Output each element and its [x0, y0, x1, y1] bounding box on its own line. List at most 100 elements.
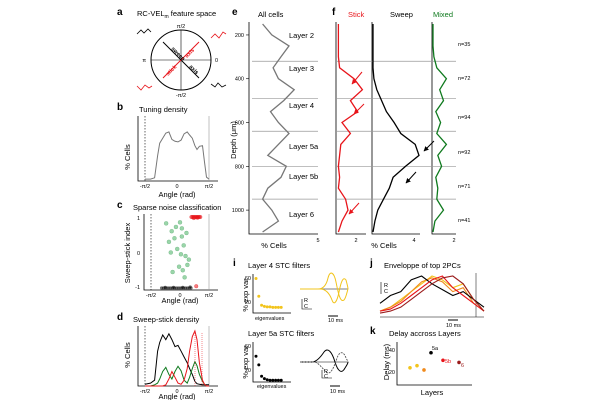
- panel-k-ylabel: Delay (ms): [382, 343, 391, 380]
- panel-i-bottom-xlabel: eigenvalues: [257, 384, 287, 390]
- panel-d-xtick-zero: 0: [175, 389, 178, 395]
- panel-i-top-xlabel: eigenvalues: [255, 316, 285, 322]
- mixed-point-5: [166, 239, 172, 245]
- panel-i-title-bottom: Layer 5a STC filters: [248, 329, 315, 338]
- panel-a-title: RC-VELm feature space: [137, 9, 216, 20]
- envelope-layer-4-b: [379, 277, 485, 312]
- panel-c-ytick-top: 1: [137, 216, 140, 222]
- stick-layer6-arrow: [348, 202, 360, 215]
- layer-3-label: Layer 3: [289, 64, 314, 73]
- layer5a-eigenvalue-4: [262, 377, 266, 381]
- panel-d: d Sweep-stick density % Cells -π/2 0 π/2…: [117, 312, 218, 400]
- layer4-filter-2: [300, 278, 349, 304]
- mixed-point-16: [182, 275, 187, 280]
- panel-c-ytick-bottom: -1: [135, 285, 140, 291]
- panel-k-delay-points: [408, 350, 461, 372]
- panel-i-top-axes: [252, 274, 291, 314]
- panel-letter-b: b: [117, 102, 123, 113]
- count-layer5a: n=92: [458, 150, 470, 156]
- count-layer3: n=72: [458, 76, 470, 82]
- angle-left-label: π: [142, 58, 146, 64]
- mixed-point-20: [177, 220, 183, 225]
- panel-d-xtick-neg: -π/2: [140, 389, 150, 395]
- panel-letter-d: d: [117, 312, 123, 323]
- panel-f-layer-boundaries: [336, 60, 456, 200]
- panel-e-title: All cells: [258, 10, 284, 19]
- angle-right-label: 0: [215, 58, 218, 64]
- panel-k-label-5a: 5a: [432, 346, 439, 352]
- sweep-title: Sweep: [390, 10, 413, 19]
- panel-d-title: Sweep-stick density: [133, 315, 200, 324]
- delay-point-layer-4-3: [422, 368, 426, 372]
- panel-letter-f: f: [332, 7, 336, 18]
- panel-c-title: Sparse noise classification: [133, 203, 221, 212]
- sweep-column-axes: [371, 22, 420, 235]
- sweep-point-20: [181, 285, 185, 289]
- panel-letter-j: j: [369, 258, 373, 269]
- layer-2-label: Layer 2: [289, 31, 314, 40]
- stick-axis-line: [162, 41, 200, 79]
- stick-point-11: [195, 215, 200, 220]
- mixed-point-18: [179, 234, 184, 239]
- panel-i-top-ylabel: % exp var: [241, 278, 250, 312]
- panel-i-bottom-ytick-20: 20: [245, 368, 251, 374]
- layer5a-eigenvalue-7: [271, 378, 275, 382]
- panel-b-xtick-zero: 0: [175, 184, 178, 190]
- layer5a-scale-c: C: [324, 374, 328, 380]
- layer4-scale-bar: [301, 299, 312, 310]
- panel-i-bottom-ylabel: % exp var: [241, 345, 250, 379]
- layer5a-filter-2: [300, 352, 349, 374]
- panel-e: e All cells Depth (μm) 2004006008001000 …: [229, 7, 320, 250]
- layer4-eigenvalue-9: [276, 305, 280, 309]
- stick-point-12: [194, 284, 199, 289]
- layer-6-label: Layer 6: [289, 210, 314, 219]
- stick-waveform-top-right: [210, 31, 227, 39]
- delay-point-layer-5a-4: [429, 350, 433, 355]
- panel-e-xlabel: % Cells: [261, 241, 287, 250]
- mixed-point-9: [178, 252, 184, 257]
- panel-j-envelope-curves: [379, 275, 485, 314]
- stick-waveform-bottom-left: [136, 84, 153, 91]
- layer5a-eigenvalue-9: [276, 378, 280, 382]
- panel-k-axes: [396, 342, 472, 386]
- mixed-point-7: [181, 243, 186, 248]
- mixed-point-12: [176, 264, 182, 269]
- mixed-column-axes: [431, 22, 456, 235]
- layer5a-scale-ms: 10 ms: [330, 389, 345, 395]
- layer5a-eigenvalue-1: [254, 354, 258, 358]
- layer5a-filter-1: [300, 349, 349, 372]
- layer-5a-label: Layer 5a: [289, 142, 319, 151]
- panel-c: c Sparse noise classification Sweep-stic…: [117, 200, 221, 305]
- mixed-point-13: [180, 268, 185, 273]
- angle-bottom-label: -π/2: [176, 93, 186, 99]
- depth-tick-label-400: 400: [235, 77, 244, 83]
- mixed-point-8: [175, 246, 180, 252]
- panel-e-axes: [248, 22, 318, 235]
- panel-b-ylabel: % Cells: [123, 144, 132, 170]
- mixed-point-3: [173, 224, 179, 230]
- panel-j-scale-ms: 10 ms: [446, 323, 461, 329]
- layer5a-scale-r: R: [324, 369, 328, 375]
- layer4-eigenvalue-3: [260, 303, 264, 307]
- depth-tick-label-1000: 1000: [232, 208, 244, 214]
- panel-c-xlabel: Angle (rad): [161, 296, 199, 305]
- sweep-axis-label: axis: [188, 64, 200, 76]
- layer4-filter-1: [300, 272, 349, 301]
- panel-e-ylabel: Depth (μm): [229, 121, 238, 159]
- count-layer5b: n=71: [458, 184, 470, 190]
- stick-layer4-arrow: [351, 71, 363, 85]
- stick-axis-label: axis: [184, 48, 196, 60]
- mixed-point-19: [184, 230, 189, 236]
- panel-c-xtick-pos: π/2: [205, 293, 213, 299]
- sweep-layer5a-arrow: [423, 140, 435, 152]
- panel-k-xlabel: Layers: [421, 388, 444, 397]
- layer4-scale-r: R: [304, 298, 308, 304]
- stick-density-curve: [145, 329, 209, 387]
- layer5a-eigenvalue-5: [265, 378, 269, 382]
- panel-d-xlabel: Angle (rad): [158, 392, 196, 400]
- angle-top-label: π/2: [177, 24, 185, 30]
- layer5a-eigenvalue-6: [268, 378, 272, 382]
- layer5a-eigenvalue-8: [274, 378, 278, 382]
- panel-letter-i: i: [233, 258, 236, 269]
- layer4-eigenvalue-10: [279, 305, 283, 309]
